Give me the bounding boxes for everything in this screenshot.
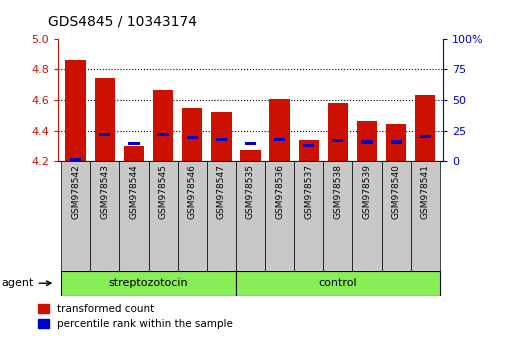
- FancyBboxPatch shape: [61, 161, 90, 271]
- Legend: transformed count, percentile rank within the sample: transformed count, percentile rank withi…: [38, 304, 232, 329]
- FancyBboxPatch shape: [119, 161, 148, 271]
- Bar: [99, 133, 110, 136]
- Bar: [65, 59, 86, 161]
- Bar: [124, 146, 144, 161]
- Bar: [70, 158, 81, 161]
- Text: GSM978537: GSM978537: [304, 164, 313, 219]
- Bar: [419, 135, 430, 138]
- FancyBboxPatch shape: [410, 161, 439, 271]
- Bar: [414, 96, 435, 161]
- FancyBboxPatch shape: [381, 161, 410, 271]
- Text: GSM978543: GSM978543: [100, 164, 109, 219]
- Bar: [244, 142, 256, 145]
- Bar: [385, 124, 406, 161]
- Text: GSM978539: GSM978539: [362, 164, 371, 219]
- Bar: [302, 144, 314, 147]
- FancyBboxPatch shape: [265, 161, 293, 271]
- FancyBboxPatch shape: [352, 161, 381, 271]
- Text: control: control: [318, 278, 357, 288]
- Text: GSM978546: GSM978546: [187, 164, 196, 219]
- Bar: [128, 142, 139, 145]
- Text: GSM978538: GSM978538: [333, 164, 342, 219]
- Bar: [298, 140, 318, 161]
- Text: streptozotocin: streptozotocin: [109, 278, 188, 288]
- Text: GSM978547: GSM978547: [217, 164, 225, 219]
- Bar: [186, 136, 197, 139]
- FancyBboxPatch shape: [90, 161, 119, 271]
- Text: GSM978535: GSM978535: [245, 164, 255, 219]
- FancyBboxPatch shape: [235, 271, 439, 296]
- FancyBboxPatch shape: [293, 161, 323, 271]
- FancyBboxPatch shape: [235, 161, 265, 271]
- Text: GSM978542: GSM978542: [71, 164, 80, 219]
- Bar: [390, 140, 401, 144]
- Bar: [327, 103, 347, 161]
- Text: agent: agent: [1, 278, 51, 288]
- FancyBboxPatch shape: [61, 271, 235, 296]
- FancyBboxPatch shape: [177, 161, 207, 271]
- FancyBboxPatch shape: [148, 161, 177, 271]
- FancyBboxPatch shape: [323, 161, 352, 271]
- Bar: [361, 140, 372, 144]
- Text: GSM978540: GSM978540: [391, 164, 400, 219]
- Text: GDS4845 / 10343174: GDS4845 / 10343174: [48, 14, 196, 28]
- Bar: [153, 90, 173, 161]
- Text: GSM978544: GSM978544: [129, 164, 138, 219]
- Text: GSM978545: GSM978545: [158, 164, 167, 219]
- Bar: [157, 133, 168, 136]
- FancyBboxPatch shape: [207, 161, 235, 271]
- Bar: [94, 78, 115, 161]
- Bar: [269, 99, 289, 161]
- Bar: [356, 121, 376, 161]
- Text: GSM978541: GSM978541: [420, 164, 429, 219]
- Bar: [215, 138, 227, 141]
- Text: GSM978536: GSM978536: [275, 164, 283, 219]
- Bar: [273, 138, 285, 141]
- Bar: [182, 108, 202, 161]
- Bar: [211, 112, 231, 161]
- Bar: [240, 150, 260, 161]
- Bar: [332, 139, 343, 142]
